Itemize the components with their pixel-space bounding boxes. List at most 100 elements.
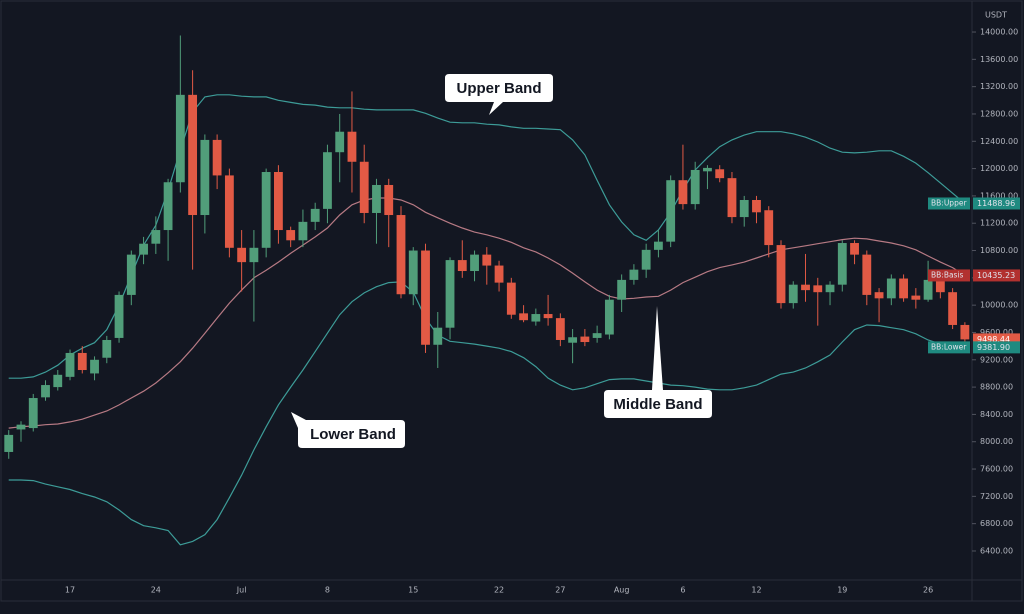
x-tick-label: 19	[837, 586, 847, 595]
candle-body	[703, 167, 712, 172]
candle-body	[482, 254, 492, 266]
candle-body	[776, 245, 786, 304]
candle-body	[445, 260, 455, 328]
candle-body	[788, 284, 798, 304]
candle-body	[433, 327, 443, 345]
band-name: BB:Lower	[931, 342, 967, 351]
y-tick-label: 8800.00	[980, 383, 1013, 392]
candle-body	[874, 292, 884, 299]
y-tick-label: 9600.00	[980, 328, 1013, 337]
band-line	[8, 281, 965, 546]
x-tick-label: 24	[151, 586, 161, 595]
x-tick-label: 8	[325, 586, 330, 595]
candle-body	[568, 337, 578, 343]
y-tick-label: 12400.00	[980, 137, 1018, 146]
candle-body	[837, 243, 847, 285]
band-name-tag	[928, 341, 970, 354]
y-tick-label: 7200.00	[980, 492, 1013, 501]
band-name-tag	[928, 269, 970, 282]
callout-box	[604, 306, 712, 418]
candle-body	[604, 299, 614, 335]
band-value-tag	[973, 341, 1020, 354]
candle-body	[592, 333, 602, 338]
candle-body	[825, 284, 835, 293]
candle-body	[886, 278, 896, 299]
callout-upper: Upper Band	[445, 74, 553, 115]
candle-body	[298, 221, 308, 241]
band-value-tag	[973, 269, 1020, 282]
candle-body	[347, 131, 357, 162]
candle-body	[519, 313, 528, 321]
x-tick-label: Aug	[614, 586, 630, 595]
y-tick-label: 11600.00	[980, 191, 1018, 200]
x-tick-label: 6	[680, 586, 685, 595]
candle-body	[580, 336, 590, 343]
y-tick-label: 6800.00	[980, 519, 1013, 528]
band-value-label: 10435.23	[977, 271, 1015, 280]
candle-body	[715, 169, 725, 179]
plot	[4, 35, 970, 546]
candle-body	[114, 294, 124, 338]
candle-body	[654, 241, 663, 250]
candle-body	[506, 282, 516, 315]
y-tick-label: 8000.00	[980, 437, 1013, 446]
band-line	[8, 197, 966, 429]
y-tick-label: 12000.00	[980, 164, 1018, 173]
band-value-tag	[973, 197, 1020, 210]
y-tick-label: 10800.00	[980, 246, 1018, 255]
candle-body	[543, 314, 553, 319]
candle-body	[641, 249, 651, 270]
callout-box	[291, 412, 405, 448]
candle-body	[678, 180, 688, 205]
callout-box	[445, 74, 553, 115]
candle-body	[850, 243, 859, 255]
candle-body	[200, 139, 210, 216]
candle-body	[727, 178, 737, 218]
candle-body	[752, 200, 761, 213]
y-tick-label: 7600.00	[980, 465, 1013, 474]
candle-body	[310, 208, 320, 222]
candle-body	[690, 169, 700, 205]
x-tick-label: Jul	[236, 586, 247, 595]
candle-body	[188, 94, 198, 216]
candle-body	[935, 279, 945, 293]
candle-body	[16, 424, 26, 430]
candle-body	[531, 314, 541, 322]
candle-body	[739, 200, 749, 218]
candle-body	[555, 318, 565, 340]
x-tick-label: 15	[408, 586, 418, 595]
candle-body	[273, 172, 283, 231]
y-tick-label: 14000.00	[980, 28, 1018, 37]
candle-body	[139, 243, 148, 255]
y-tick-label: 6400.00	[980, 546, 1013, 555]
candle-body	[372, 184, 381, 213]
candle-body	[151, 230, 161, 244]
candle-body	[323, 152, 332, 209]
candle-body	[65, 352, 75, 377]
candle-body	[4, 434, 14, 452]
candle-body	[28, 398, 38, 429]
candle-body	[286, 230, 296, 241]
candle-body	[629, 269, 639, 280]
candle-body	[948, 292, 958, 325]
x-tick-label: 22	[494, 586, 504, 595]
candle-body	[384, 184, 394, 216]
candle-body	[163, 182, 173, 231]
candle-body	[175, 94, 185, 183]
last-price-label: 9498.44	[977, 335, 1010, 344]
x-tick-label: 27	[555, 586, 565, 595]
candle-body	[126, 254, 136, 295]
x-tick-label: 26	[923, 586, 933, 595]
x-tick-label: 17	[65, 586, 75, 595]
candle-body	[470, 254, 479, 272]
candle-body	[41, 385, 50, 398]
candle-body	[457, 260, 467, 272]
candle-body	[813, 285, 823, 293]
candle-body	[237, 247, 247, 263]
candle-body	[421, 250, 430, 345]
candle-body	[212, 139, 222, 176]
band-name: BB:Basis	[931, 270, 964, 279]
annotation: Upper Band	[456, 80, 541, 97]
candle-body	[923, 279, 933, 300]
axis-unit: USDT	[985, 11, 1007, 20]
